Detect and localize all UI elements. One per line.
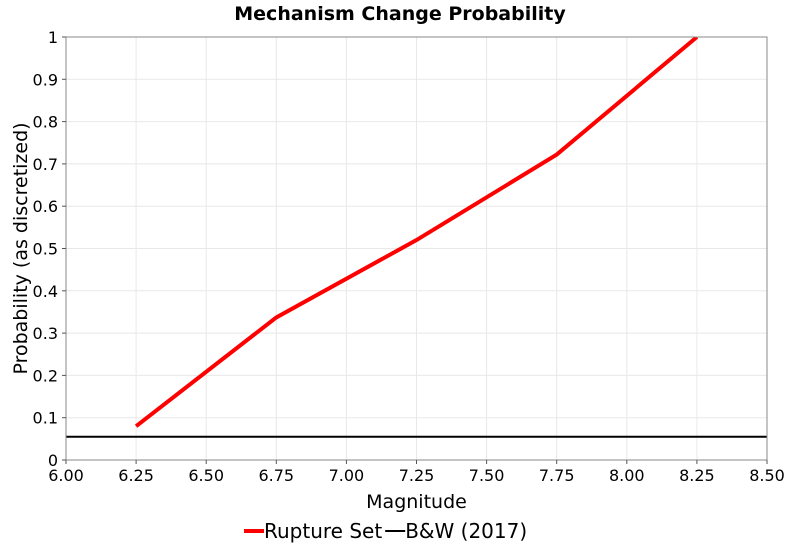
x-tick-label: 6.25 [118,466,154,485]
y-tick-label: 0.2 [33,366,58,385]
tick-layer: 6.00 6.25 6.50 6.75 7.00 7.25 7.50 7.75 8.00 8.25… [33,28,785,485]
y-tick-label: 0.9 [33,70,58,89]
y-tick-label: 0.4 [33,282,58,301]
x-axis-label: Magnitude [366,491,467,513]
x-tick-label: 6.75 [258,466,294,485]
x-tick-label: 8.00 [609,466,645,485]
y-tick-label: 0 [48,451,58,470]
x-tick-label: 6.50 [188,466,224,485]
legend-label-1: B&W (2017) [405,519,527,543]
y-tick-label: 0.8 [33,113,58,132]
y-tick-label: 0.5 [33,240,58,259]
series-layer [66,37,767,438]
x-tick-label: 7.25 [399,466,435,485]
y-tick-label: 0.7 [33,155,58,174]
y-tick-label: 0.1 [33,409,58,428]
x-tick-label: 7.00 [329,466,365,485]
x-tick-label: 8.50 [749,466,785,485]
x-tick-label: 8.25 [679,466,715,485]
x-tick-label: 7.75 [539,466,575,485]
y-axis-label: Probability (as discretized) [10,122,32,374]
series-line-0 [134,37,699,428]
y-tick-label: 0.3 [33,324,58,343]
x-tick-label: 7.50 [469,466,505,485]
legend: Rupture Set B&W (2017) [244,519,527,543]
y-tick-label: 1 [48,28,58,47]
chart-title: Mechanism Change Probability [234,3,566,25]
x-tick-label: 6.00 [48,466,84,485]
y-tick-label: 0.6 [33,197,58,216]
legend-label-0: Rupture Set [264,519,382,543]
